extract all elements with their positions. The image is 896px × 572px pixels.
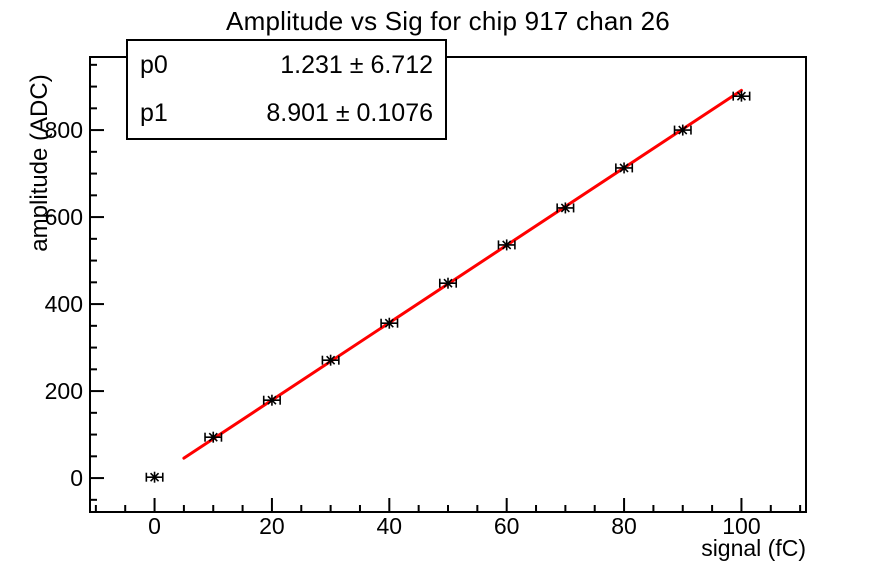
fit-param-name-p1: p1 (140, 99, 168, 128)
data-point-marker (326, 355, 336, 365)
x-tick-label: 60 (494, 513, 520, 539)
fit-param-row-p1: p1 8.901 ± 0.1076 (128, 99, 445, 128)
y-tick-label: 400 (45, 291, 83, 317)
fit-param-value-p1: 8.901 ± 0.1076 (266, 99, 433, 128)
x-tick-label: 40 (377, 513, 403, 539)
fit-stats-box: p0 1.231 ± 6.712 p1 8.901 ± 0.1076 (126, 39, 447, 140)
chart-title: Amplitude vs Sig for chip 917 chan 26 (226, 6, 670, 36)
data-point-marker (502, 240, 512, 250)
x-tick-label: 100 (722, 513, 760, 539)
data-point-marker (208, 432, 218, 442)
x-axis-title: signal (fC) (701, 535, 806, 561)
y-axis-title: amplitude (ADC) (26, 74, 53, 252)
data-point-marker (678, 125, 688, 135)
y-tick-label: 200 (45, 378, 83, 404)
y-tick-label: 800 (45, 117, 83, 143)
fit-param-name-p0: p0 (140, 50, 168, 79)
y-tick-label: 600 (45, 204, 83, 230)
data-point-marker (384, 318, 394, 328)
data-point-marker (443, 278, 453, 288)
data-point-marker (267, 395, 277, 405)
x-tick-label: 80 (611, 513, 637, 539)
fit-param-row-p0: p0 1.231 ± 6.712 (128, 51, 445, 80)
x-tick-label: 20 (259, 513, 285, 539)
y-tick-label: 0 (70, 465, 83, 491)
data-point-marker (149, 472, 160, 482)
data-point-marker (736, 91, 747, 101)
data-point-marker (560, 203, 570, 213)
x-tick-label: 0 (148, 513, 161, 539)
data-point-marker (619, 163, 629, 173)
fit-line (182, 88, 743, 460)
fit-param-value-p0: 1.231 ± 6.712 (280, 50, 433, 79)
